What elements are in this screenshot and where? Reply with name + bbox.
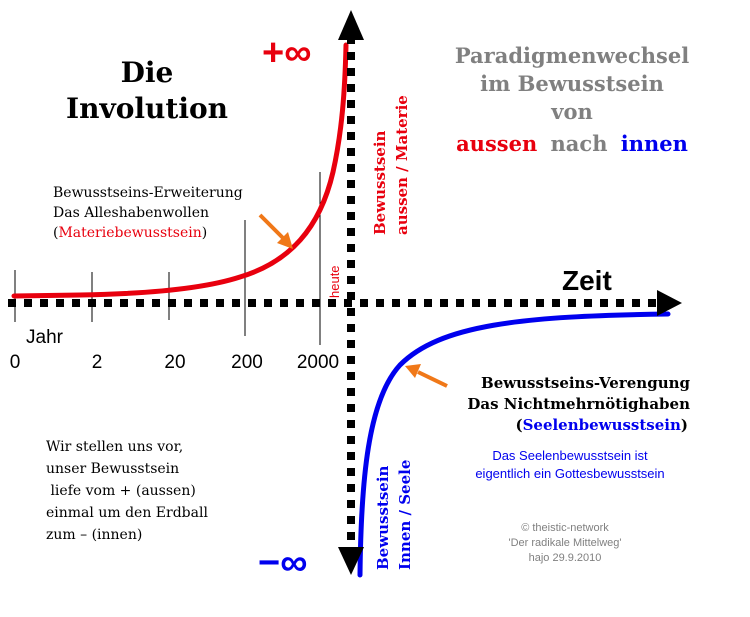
seelenbewusstsein-label: Seelenbewusstsein	[523, 416, 681, 434]
axis-arrowhead-down	[338, 547, 364, 575]
paradigm-line-2: im Bewusstsein	[480, 71, 664, 96]
zeit-label: Zeit	[562, 265, 612, 296]
lower-orange-arrow	[405, 364, 448, 388]
copyright-line-2: 'Der radikale Mittelweg'	[508, 537, 621, 549]
upper-note-paren-open: (	[53, 225, 58, 241]
title-line-2: Involution	[66, 92, 228, 125]
jahr-label: Jahr	[26, 327, 64, 348]
lower-note-paren-open: (	[515, 416, 522, 434]
left-note-line-5: zum – (innen)	[46, 527, 142, 543]
tick-label-20: 20	[164, 352, 185, 373]
upper-note-line-1: Bewusstseins-Erweiterung	[53, 185, 243, 201]
blue-curve	[357, 311, 671, 578]
copyright-line-1: © theistic-network	[521, 522, 609, 534]
materiebewusstsein-label: Materiebewusstsein	[58, 225, 201, 241]
minus-infinity: −∞	[258, 542, 307, 584]
paradigm-line-4: aussen nach innen	[456, 131, 688, 156]
tick-label-2: 2	[92, 352, 103, 373]
red-curve	[11, 42, 349, 299]
word-aussen: aussen	[456, 131, 537, 156]
left-note: Wir stellen uns vor, unser Bewusstsein l…	[46, 439, 208, 543]
axis-lower-label-line-2: Innen / Seele	[396, 460, 414, 570]
tick-label-2000: 2000	[297, 352, 339, 373]
left-note-line-2: unser Bewusstsein	[46, 461, 179, 477]
lower-note-line-3: (Seelenbewusstsein)	[515, 416, 688, 434]
x-tick-labels: 0 2 20 200 2000	[10, 352, 339, 373]
lower-note-line-1: Bewusstseins-Verengung	[481, 374, 690, 392]
seelen-note-line-2: eigentlich ein Gottesbewusstsein	[475, 466, 664, 481]
title-line-1: Die	[121, 56, 174, 89]
time-axis-arrowhead	[657, 290, 682, 316]
axis-lower-label-line-1: Bewusstsein	[374, 465, 392, 570]
paradigm-line-3: von	[550, 99, 592, 124]
copyright-line-3: hajo 29.9.2010	[529, 552, 602, 564]
plus-infinity: +∞	[262, 32, 311, 74]
tick-label-0: 0	[10, 352, 21, 373]
left-note-line-3: liefe vom + (aussen)	[46, 483, 196, 499]
tick-label-200: 200	[231, 352, 263, 373]
upper-note-paren-close: )	[202, 225, 207, 241]
upper-note-line-2: Das Alleshabenwollen	[53, 205, 209, 221]
left-note-line-4: einmal um den Erdball	[46, 505, 208, 521]
lower-note-line-2: Das Nichtmehrnötighaben	[467, 395, 690, 413]
word-innen: innen	[621, 131, 688, 156]
axis-upper-label-line-1: Bewusstsein	[371, 130, 389, 235]
paradigm-line-1: Paradigmenwechsel	[455, 43, 689, 68]
axis-upper-label-line-2: aussen / Materie	[393, 95, 411, 235]
upper-orange-arrow	[258, 213, 293, 249]
heute-label: heute	[327, 265, 342, 298]
seelen-note-line-1: Das Seelenbewusstsein ist	[492, 448, 648, 463]
lower-note-paren-close: )	[681, 416, 688, 434]
axis-arrowhead-up	[338, 10, 364, 40]
left-note-line-1: Wir stellen uns vor,	[46, 439, 183, 455]
upper-note-line-3: (Materiebewusstsein)	[53, 225, 207, 241]
word-nach: nach	[551, 131, 608, 156]
